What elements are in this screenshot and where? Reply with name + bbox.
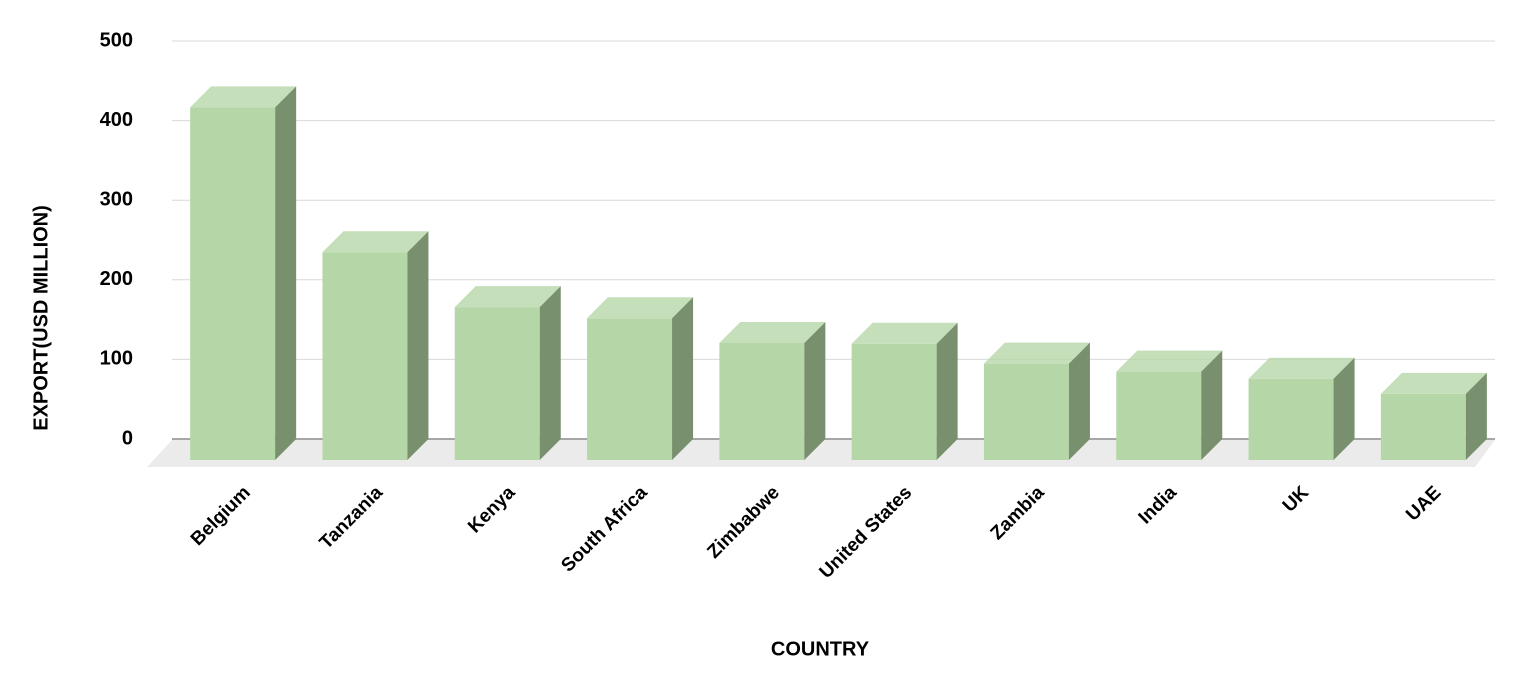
x-tick-label: Kenya xyxy=(464,482,519,537)
bar-front xyxy=(322,252,408,460)
bar-side xyxy=(1201,350,1223,460)
bar xyxy=(1248,357,1355,460)
bar xyxy=(587,297,694,460)
bar-top xyxy=(587,297,694,319)
x-tick-label: India xyxy=(1135,482,1182,529)
bar xyxy=(454,286,561,460)
x-tick-label: Zimbabwe xyxy=(703,482,784,563)
bar-top xyxy=(1116,350,1223,372)
bar-front xyxy=(190,107,276,460)
bar-front xyxy=(1248,378,1334,460)
bar-front xyxy=(983,363,1069,460)
bar-front xyxy=(1380,393,1466,460)
x-tick-label: Zambia xyxy=(987,482,1049,544)
bar-front xyxy=(851,343,937,460)
bar-top xyxy=(983,342,1090,364)
bar-top xyxy=(719,321,826,343)
y-axis-title: EXPORT(USD MILLION) xyxy=(30,205,52,431)
bar xyxy=(1380,372,1487,460)
bar-side xyxy=(539,286,561,460)
bar xyxy=(190,86,297,460)
y-tick-label: 200 xyxy=(100,268,133,290)
bar-side xyxy=(1068,342,1090,460)
bar xyxy=(851,322,958,460)
x-tick-label: Belgium xyxy=(187,482,255,550)
y-tick-label: 300 xyxy=(100,188,133,210)
bar-side xyxy=(804,321,826,460)
bar-side xyxy=(936,322,958,460)
x-tick-label: UAE xyxy=(1402,482,1445,525)
y-tick-label: 0 xyxy=(122,427,133,449)
bar xyxy=(1116,350,1223,460)
bar xyxy=(719,321,826,460)
bar-top xyxy=(454,286,561,308)
bar-top xyxy=(1248,357,1355,379)
bar-front xyxy=(587,318,673,460)
bar-side xyxy=(275,86,297,460)
bar-front xyxy=(454,307,540,460)
x-tick-label: Tanzania xyxy=(316,482,388,554)
bar-side xyxy=(672,297,694,460)
bar xyxy=(322,231,429,460)
x-axis-title: COUNTRY xyxy=(771,638,870,660)
bar-side xyxy=(407,231,429,460)
bar-top xyxy=(190,86,297,108)
bar-front xyxy=(719,342,805,460)
bar-top xyxy=(322,231,429,253)
bar-front xyxy=(1116,371,1202,460)
bar-top xyxy=(1380,372,1487,394)
bar-top xyxy=(851,322,958,344)
y-tick-label: 400 xyxy=(100,109,133,131)
x-tick-label: South Africa xyxy=(557,482,652,577)
x-tick-label: UK xyxy=(1279,482,1313,516)
x-tick-label: United States xyxy=(816,482,917,583)
y-tick-label: 500 xyxy=(100,29,133,51)
bar xyxy=(983,342,1090,460)
bar-side xyxy=(1465,372,1487,460)
y-tick-label: 100 xyxy=(100,348,133,370)
bar-side xyxy=(1333,357,1355,460)
